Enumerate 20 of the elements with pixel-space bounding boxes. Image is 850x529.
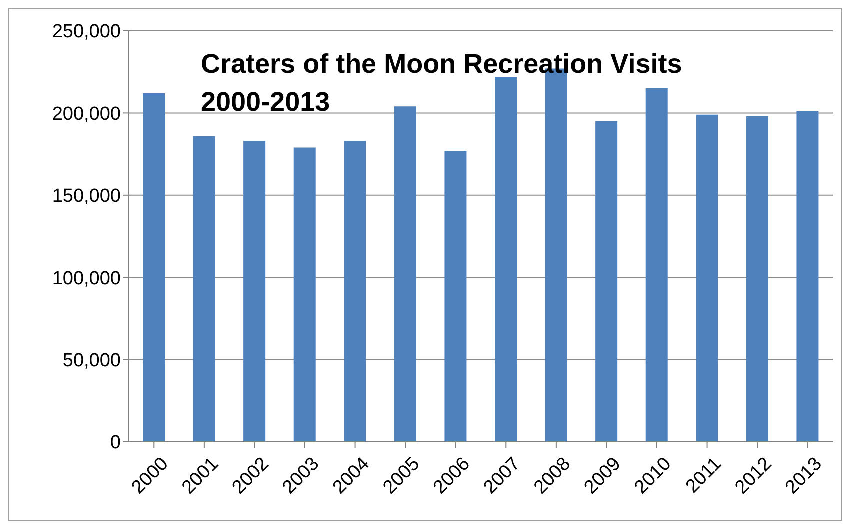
y-tick-label: 250,000 — [52, 22, 121, 43]
y-tick-label: 200,000 — [52, 104, 121, 125]
bar — [796, 112, 819, 442]
bar — [244, 141, 266, 442]
chart-title: Craters of the Moon Recreation Visits 2000-2013 — [201, 49, 682, 117]
bar — [394, 106, 416, 442]
y-tick-label: 100,000 — [52, 268, 121, 290]
bar — [495, 77, 517, 442]
bar — [746, 116, 768, 442]
bar — [193, 136, 216, 442]
bar — [344, 141, 366, 442]
y-tick-label: 150,000 — [52, 186, 121, 208]
y-tick-label: 0 — [110, 432, 121, 454]
bar — [696, 114, 718, 442]
bar — [646, 88, 668, 442]
bar — [143, 93, 165, 442]
bar — [444, 151, 467, 442]
bar — [294, 148, 316, 442]
bar — [596, 121, 618, 442]
y-tick-label: 50,000 — [62, 350, 121, 372]
